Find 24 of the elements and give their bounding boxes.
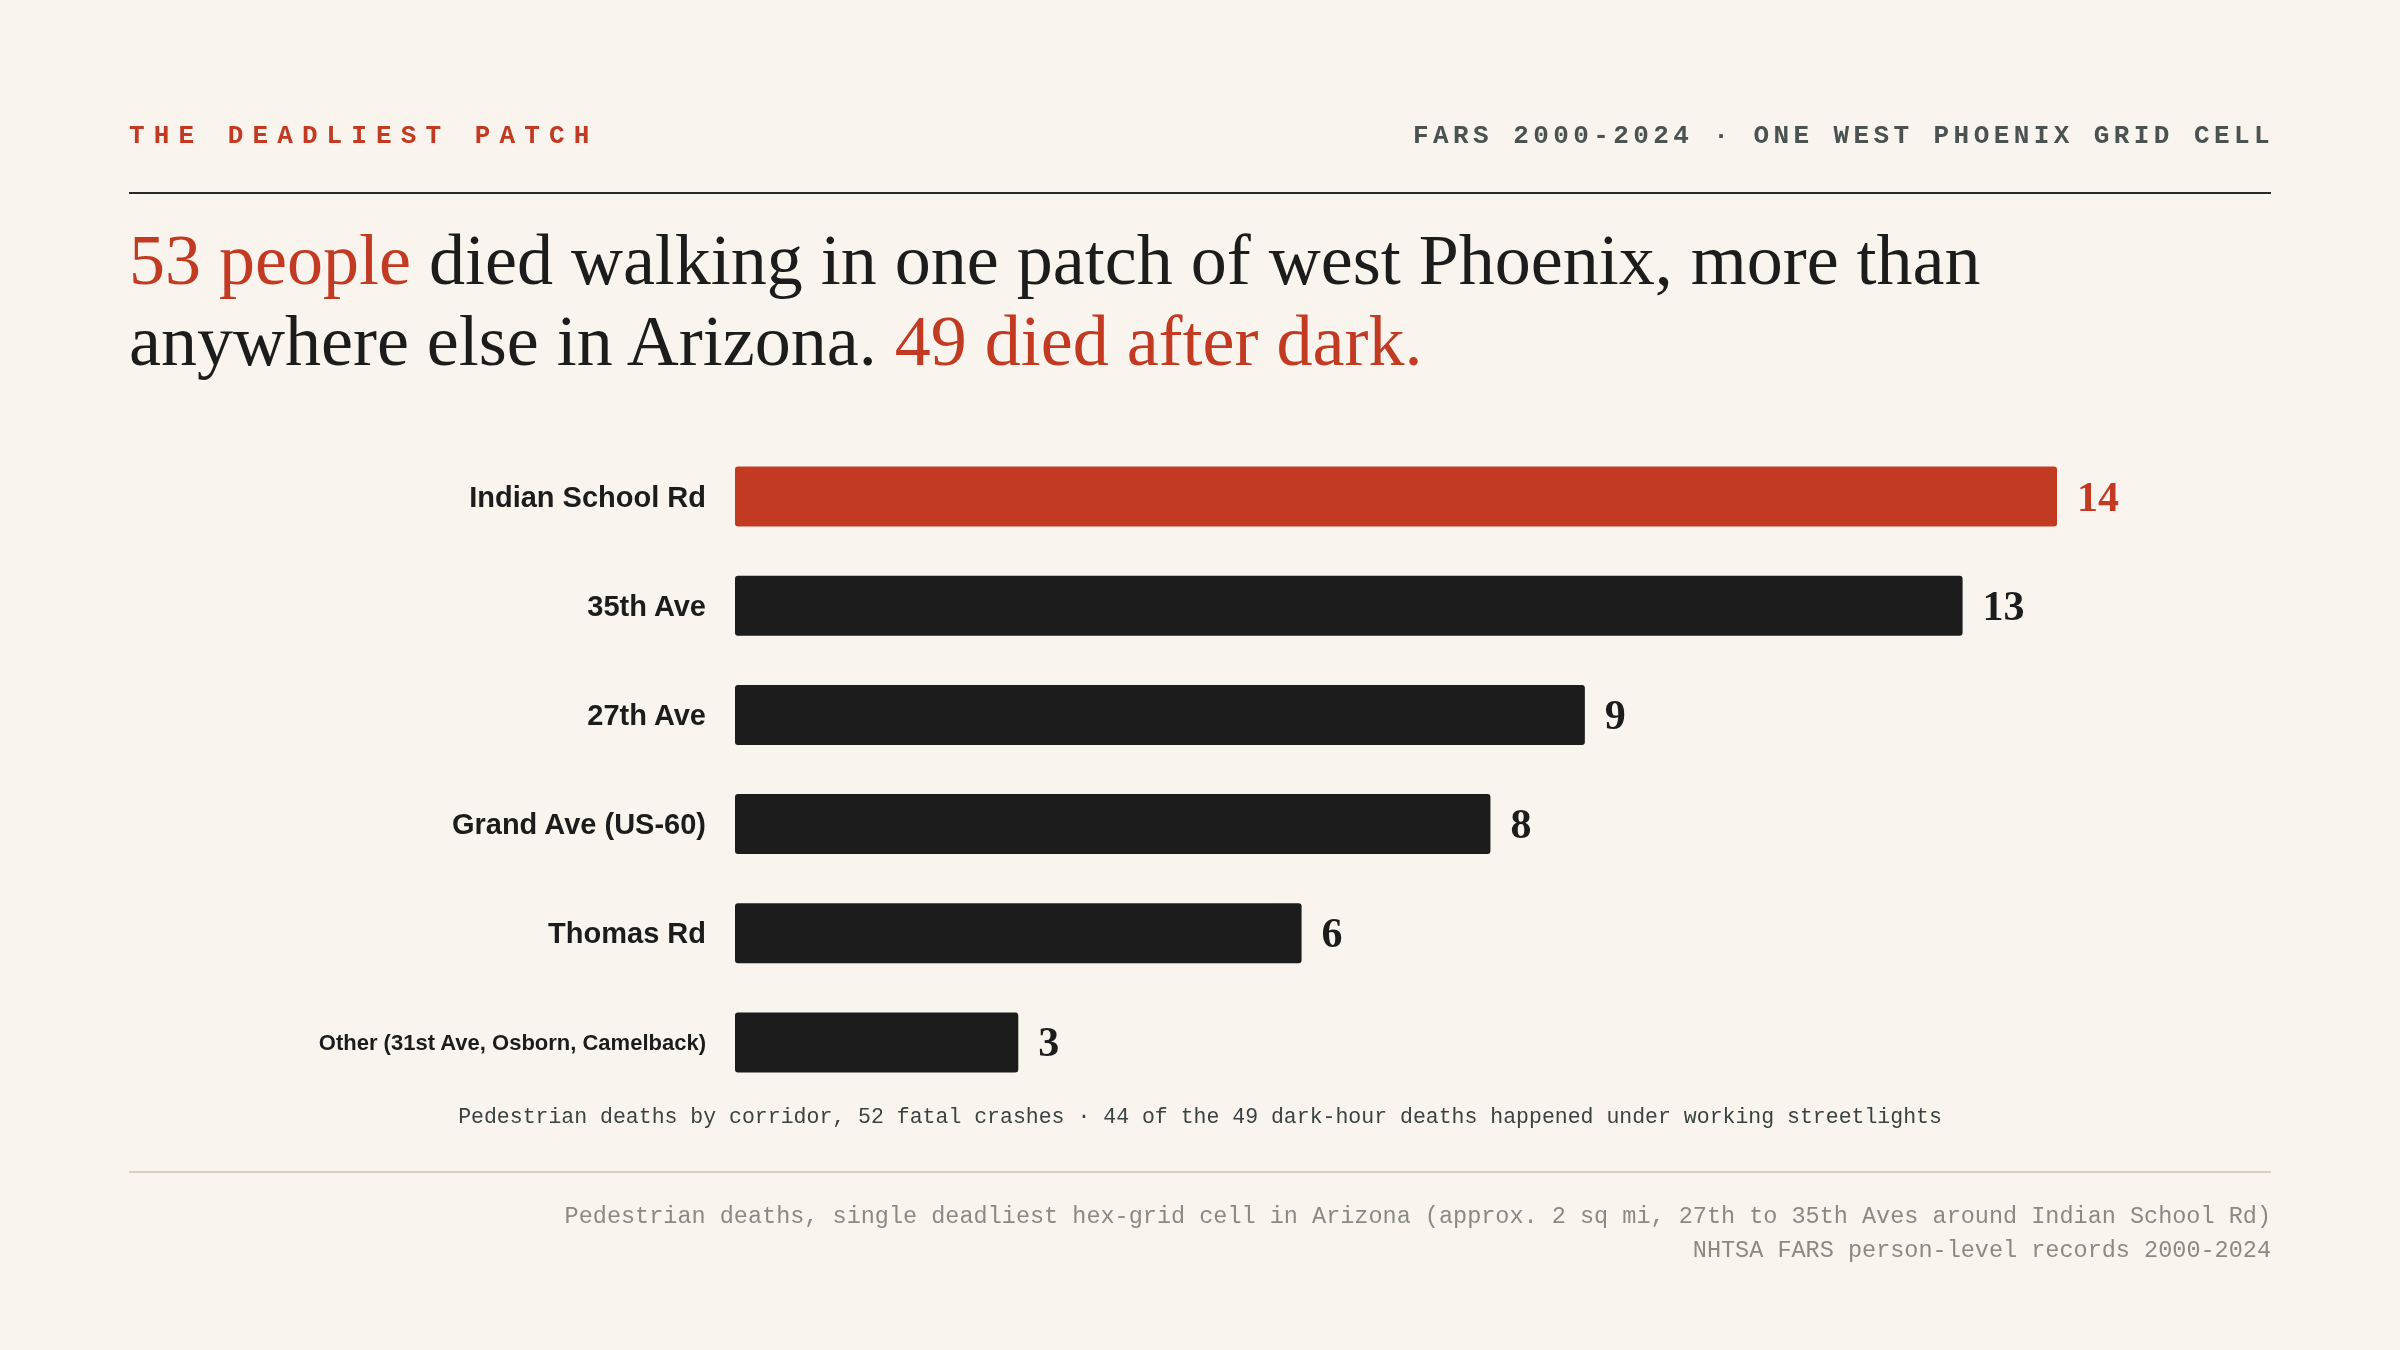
data-label: 8 <box>1510 801 1532 848</box>
y-tick-label: Indian School Rd <box>469 480 706 513</box>
data-label: 14 <box>2077 473 2119 520</box>
text: NHTSA FARS person-level records 2000-2024 <box>1692 1237 2271 1266</box>
bar <box>735 575 1963 636</box>
y-tick-label: Thomas Rd <box>548 917 706 950</box>
y-tick-label: Other (31st Ave, Osborn, Camelback) <box>318 1029 706 1055</box>
y-tick-label: Grand Ave (US-60) <box>451 808 706 841</box>
bar <box>735 466 2057 527</box>
bar <box>735 903 1302 964</box>
text: Pedestrian deaths, single deadliest hex-grid cell in Arizona (approx. 2 sq mi, 27th to 35th Aves around Indian School Rd) <box>564 1203 2271 1232</box>
text: FARS 2000-2024 · ONE WEST PHOENIX GRID CELL <box>1413 121 2274 153</box>
data-label: 9 <box>1604 691 1626 738</box>
bar <box>735 1012 1019 1073</box>
y-tick-label: 35th Ave <box>587 589 706 622</box>
bar <box>735 684 1585 745</box>
text: THE DEADLIEST PATCH <box>129 121 599 153</box>
data-label: 13 <box>1982 582 2025 629</box>
bar <box>735 794 1491 855</box>
data-label: 6 <box>1321 910 1343 957</box>
y-tick-label: 27th Ave <box>587 698 706 731</box>
data-label: 3 <box>1038 1019 1060 1066</box>
text: Pedestrian deaths by corridor, 52 fatal crashes · 44 of the 49 dark-hour deaths happened under working streetlights <box>457 1105 1943 1131</box>
chart-title: 53 people died walking in one patch of west Phoenix, more than anywhere else in Arizona. 49 died after dark. <box>129 220 1981 381</box>
